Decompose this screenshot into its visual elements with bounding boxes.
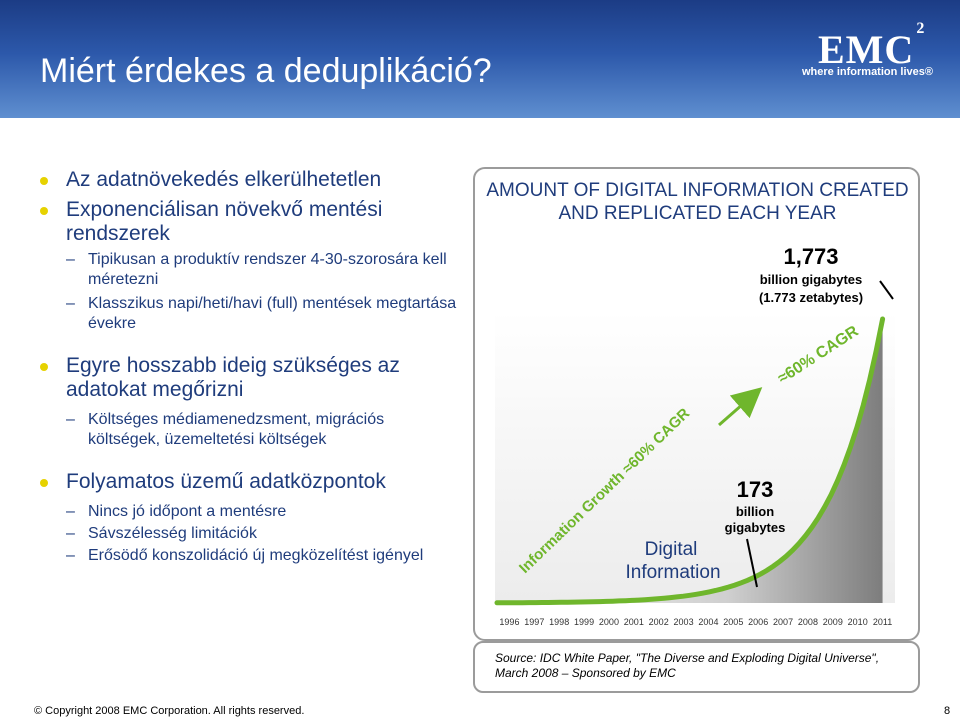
bullet-item: Folyamatos üzemű adatközpontok [40,470,460,494]
end-zetta-label: (1.773 zetabytes) [759,290,863,305]
area-fill [497,319,883,603]
end-unit-label: billion gigabytes [760,272,863,287]
bullet-item: Exponenciálisan növekvő mentési rendszer… [40,198,460,246]
bullet-icon [40,363,48,371]
bullet-item: Egyre hosszabb ideig szükséges az adatok… [40,354,460,402]
bullet-icon [40,177,48,185]
bullet-icon [40,479,48,487]
slide-title: Miért érdekes a deduplikáció? [40,52,492,90]
growth-chart: 1996 1997 1998 1999 2000 2001 2002 2003 2004 2005… [494,244,895,627]
x-axis-ticks: 1996 1997 1998 1999 2000 2001 2002 2003 2004 2005… [499,617,892,627]
copyright-footer: © Copyright 2008 EMC Corporation. All ri… [34,705,305,717]
mid-unit-label-1: billion [736,504,774,519]
x-tick-label: 2006 [748,617,768,627]
bullet-item: Az adatnövekedés elkerülhetetlen [40,168,460,192]
bullet-list: Az adatnövekedés elkerülhetetlen Exponen… [40,168,460,566]
x-tick-label: 2009 [823,617,843,627]
end-value-label: 1,773 [783,244,838,269]
x-tick-label: 2005 [723,617,743,627]
end-pointer-arrow [879,280,894,300]
x-tick-label: 2000 [599,617,619,627]
chart-title: AMOUNT OF DIGITAL INFORMATION CREATED AN… [486,180,909,224]
sub-bullet-item: – Erősödő konszolidáció új megközelítést … [66,547,424,564]
emc-logo: EMC 2 where information lives® [800,19,933,86]
logo-mark: EMC 2 [818,19,926,72]
chart-panel: AMOUNT OF DIGITAL INFORMATION CREATED AN… [473,167,920,641]
sub-bullet-item: – Sávszélesség limitációk [66,525,257,542]
sub-bullet-item: – Tipikusan a produktív rendszer 4-30-szo… [66,251,447,288]
x-tick-label: 1998 [549,617,569,627]
x-tick-label: 1996 [499,617,519,627]
logo-tagline: where information lives® [802,66,933,78]
mid-unit-label-2: gigabytes [725,520,786,535]
x-tick-label: 2004 [698,617,718,627]
x-tick-label: 1997 [524,617,544,627]
x-tick-label: 2003 [674,617,694,627]
x-tick-label: 2011 [873,617,892,627]
x-tick-label: 2010 [848,617,868,627]
x-tick-label: 2002 [649,617,669,627]
page-number: 8 [944,705,951,717]
x-tick-label: 2008 [798,617,818,627]
sub-bullet-item: – Költséges médiamenedzsment, migrációs k… [66,411,385,448]
source-box: Source: IDC White Paper, "The Diverse an… [473,641,920,693]
x-tick-label: 2007 [773,617,793,627]
mid-value-label: 173 [737,477,774,502]
growth-arrow-icon [718,387,763,427]
sub-bullet-item: – Nincs jó időpont a mentésre [66,503,287,520]
slide-header: Miért érdekes a deduplikáció? EMC 2 where… [0,0,960,118]
bullet-icon [40,207,48,215]
sub-bullet-item: – Klasszikus napi/heti/havi (full) mentés… [66,295,457,332]
source-text: Source: IDC White Paper, "The Diverse an… [495,651,880,680]
x-tick-label: 1999 [574,617,594,627]
area-label-1: Digital [645,539,698,560]
x-tick-label: 2001 [624,617,644,627]
mid-pointer-arrow [746,538,758,588]
area-label-2: Information [625,562,720,583]
growth-curve [494,316,886,606]
